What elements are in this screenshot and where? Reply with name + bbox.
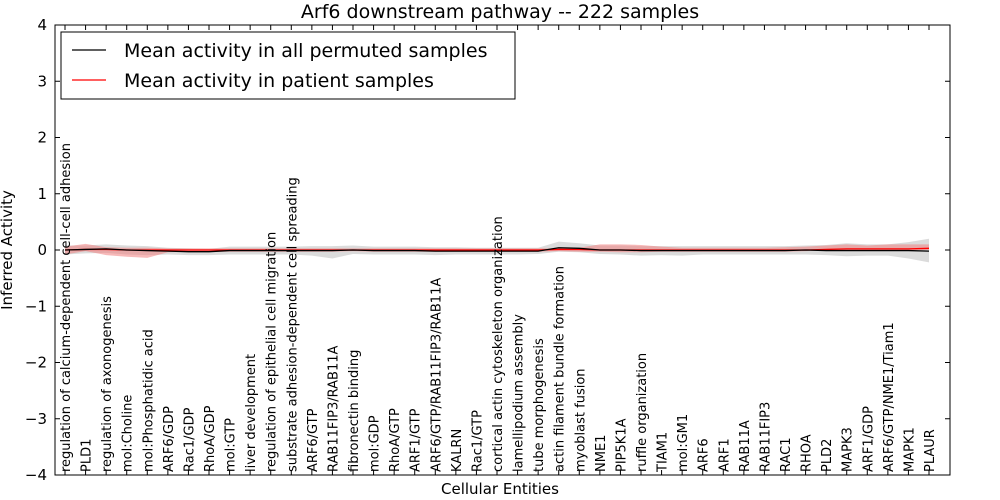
- y-tick-label: 0: [37, 241, 47, 259]
- x-category-label: lamellipodium assembly: [512, 314, 527, 472]
- x-category-label: MAPK3: [841, 427, 856, 472]
- x-category-label: RhoA/GTP: [388, 408, 403, 472]
- x-category-label: ARF6/GTP: [306, 408, 321, 472]
- x-category-label: ARF1/GTP: [409, 408, 424, 472]
- y-tick-label: −2: [25, 354, 47, 372]
- x-category-label: Rac1/GDP: [182, 407, 197, 472]
- x-category-label: ARF1: [717, 438, 732, 472]
- lines-layer: [64, 247, 930, 253]
- x-category-label: mol:GM1: [676, 414, 691, 472]
- x-category-label: RAC1: [779, 437, 794, 472]
- x-category-label: RAB11FIP3: [758, 402, 773, 472]
- x-category-label: TIAM1: [656, 432, 671, 473]
- x-axis: regulation of calcium-dependent cell-cel…: [59, 25, 938, 475]
- x-category-label: RHOA: [800, 434, 815, 472]
- x-category-label: ARF6/GTP/NME1/Tiam1: [882, 322, 897, 472]
- x-category-label: cortical actin cytoskeleton organization: [491, 216, 506, 472]
- x-category-label: mol:Phosphatidic acid: [141, 329, 156, 472]
- x-category-label: regulation of calcium-dependent cell-cel…: [59, 143, 74, 472]
- plot-frame: [54, 24, 951, 476]
- permuted-mean-line: [64, 247, 930, 253]
- y-axis-label: Inferred Activity: [0, 190, 16, 310]
- legend: Mean activity in all permuted samples Me…: [60, 31, 516, 100]
- x-category-label: regulation of axonogenesis: [100, 296, 115, 472]
- y-tick-label: 1: [37, 185, 47, 203]
- legend-label-patient: Mean activity in patient samples: [124, 70, 434, 92]
- x-category-label: tube morphogenesis: [532, 338, 547, 472]
- x-category-label: ARF6/GDP: [162, 406, 177, 472]
- y-tick-label: 4: [37, 16, 47, 34]
- x-category-label: fibronectin binding: [347, 350, 362, 472]
- x-category-label: KALRN: [450, 429, 465, 472]
- y-tick-label: −1: [25, 297, 47, 315]
- x-category-label: mol:GTP: [224, 418, 239, 472]
- x-category-label: PLD1: [80, 439, 95, 472]
- x-category-label: mol:Choline: [121, 395, 136, 472]
- x-category-label: PLAUR: [923, 429, 938, 472]
- x-category-label: regulation of epithelial cell migration: [265, 232, 280, 472]
- x-category-label: actin filament bundle formation: [553, 266, 568, 472]
- x-category-label: ARF6/GTP/RAB11FIP3/RAB11A: [429, 278, 444, 472]
- y-tick-label: 2: [37, 129, 47, 147]
- x-category-label: RhoA/GDP: [203, 405, 218, 472]
- x-category-label: Rac1/GTP: [470, 410, 485, 472]
- legend-box: [60, 31, 516, 100]
- y-tick-label: −3: [25, 410, 47, 428]
- x-category-label: ARF1/GDP: [861, 406, 876, 472]
- x-category-label: substrate adhesion-dependent cell spread…: [285, 177, 300, 472]
- x-category-label: MAPK1: [902, 427, 917, 472]
- x-category-label: mol:GDP: [368, 415, 383, 472]
- y-axis: −4 −3 −2 −1 0 1 2 3 4: [25, 16, 950, 484]
- x-category-label: ruffle organization: [635, 353, 650, 472]
- x-category-label: RAB11FIP3/RAB11A: [326, 345, 341, 472]
- x-category-label: PIP5K1A: [614, 418, 629, 472]
- legend-label-permuted: Mean activity in all permuted samples: [124, 40, 487, 62]
- x-category-label: PLD2: [820, 439, 835, 472]
- x-category-label: ARF6: [697, 438, 712, 472]
- chart-title: Arf6 downstream pathway -- 222 samples: [301, 1, 699, 23]
- y-tick-label: −4: [25, 466, 47, 484]
- x-category-label: NME1: [594, 435, 609, 472]
- x-axis-label: Cellular Entities: [441, 480, 559, 498]
- y-tick-label: 3: [37, 72, 47, 90]
- x-category-label: liver development: [244, 354, 259, 472]
- x-category-label: RAB11A: [738, 420, 753, 472]
- x-category-label: myoblast fusion: [573, 368, 588, 472]
